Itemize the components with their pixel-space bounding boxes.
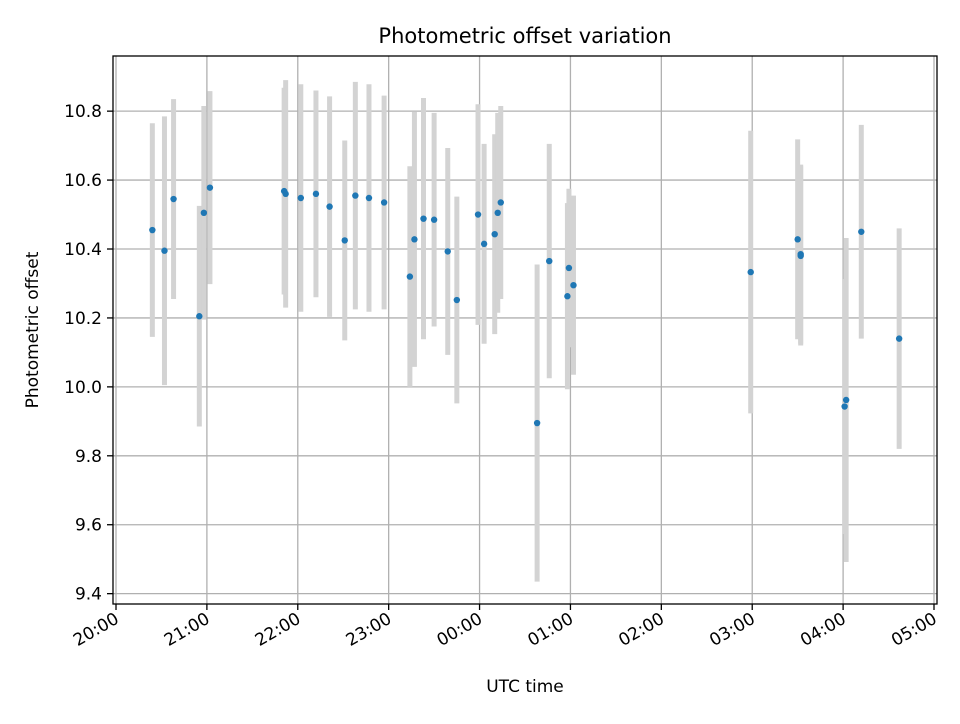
data-point — [430, 216, 438, 223]
y-axis-label: Photometric offset — [23, 251, 43, 408]
data-point — [170, 195, 177, 203]
data-point — [444, 248, 451, 255]
data-point — [380, 199, 388, 206]
data-point — [794, 236, 801, 243]
data-point — [842, 396, 850, 404]
data-point — [797, 252, 804, 260]
y-tick-label: 10.8 — [64, 102, 102, 122]
data-point — [297, 194, 305, 202]
y-tick-label: 10.0 — [64, 378, 102, 398]
data-point — [895, 335, 903, 342]
data-point — [406, 273, 414, 280]
data-point — [200, 209, 208, 217]
data-point — [747, 268, 754, 276]
data-point — [282, 190, 289, 198]
data-point — [480, 240, 488, 248]
data-point — [149, 226, 156, 234]
data-point — [326, 203, 333, 210]
data-point — [570, 281, 577, 289]
data-point — [858, 228, 865, 235]
data-point — [411, 236, 418, 243]
data-point — [546, 257, 553, 265]
data-point — [420, 215, 427, 222]
data-point — [312, 190, 320, 198]
data-point — [341, 237, 348, 244]
data-points — [149, 184, 903, 427]
y-axis-ticks: 9.4 9.6 9.8 10.0 10.2 10.4 10.6 10.8 — [64, 102, 113, 605]
data-point — [206, 184, 214, 191]
data-point — [352, 192, 359, 199]
chart-title: Photometric offset variation — [378, 24, 671, 48]
data-point — [533, 419, 541, 427]
data-point — [494, 209, 501, 217]
data-point — [497, 199, 504, 206]
x-axis-label: UTC time — [486, 677, 564, 697]
plot-frame — [112, 55, 938, 605]
data-point — [453, 296, 461, 304]
y-tick-label: 10.4 — [64, 240, 102, 260]
data-point — [564, 293, 571, 300]
data-point — [565, 264, 573, 272]
data-point — [491, 230, 498, 238]
y-tick-label: 9.6 — [75, 516, 102, 536]
data-point — [196, 313, 203, 320]
y-tick-label: 10.6 — [64, 171, 102, 191]
data-point — [474, 211, 482, 218]
y-tick-label: 9.8 — [75, 447, 102, 467]
data-point — [841, 403, 848, 410]
y-tick-label: 9.4 — [75, 585, 102, 605]
y-tick-label: 10.2 — [64, 309, 102, 329]
data-point — [365, 194, 373, 202]
data-point — [161, 247, 168, 254]
